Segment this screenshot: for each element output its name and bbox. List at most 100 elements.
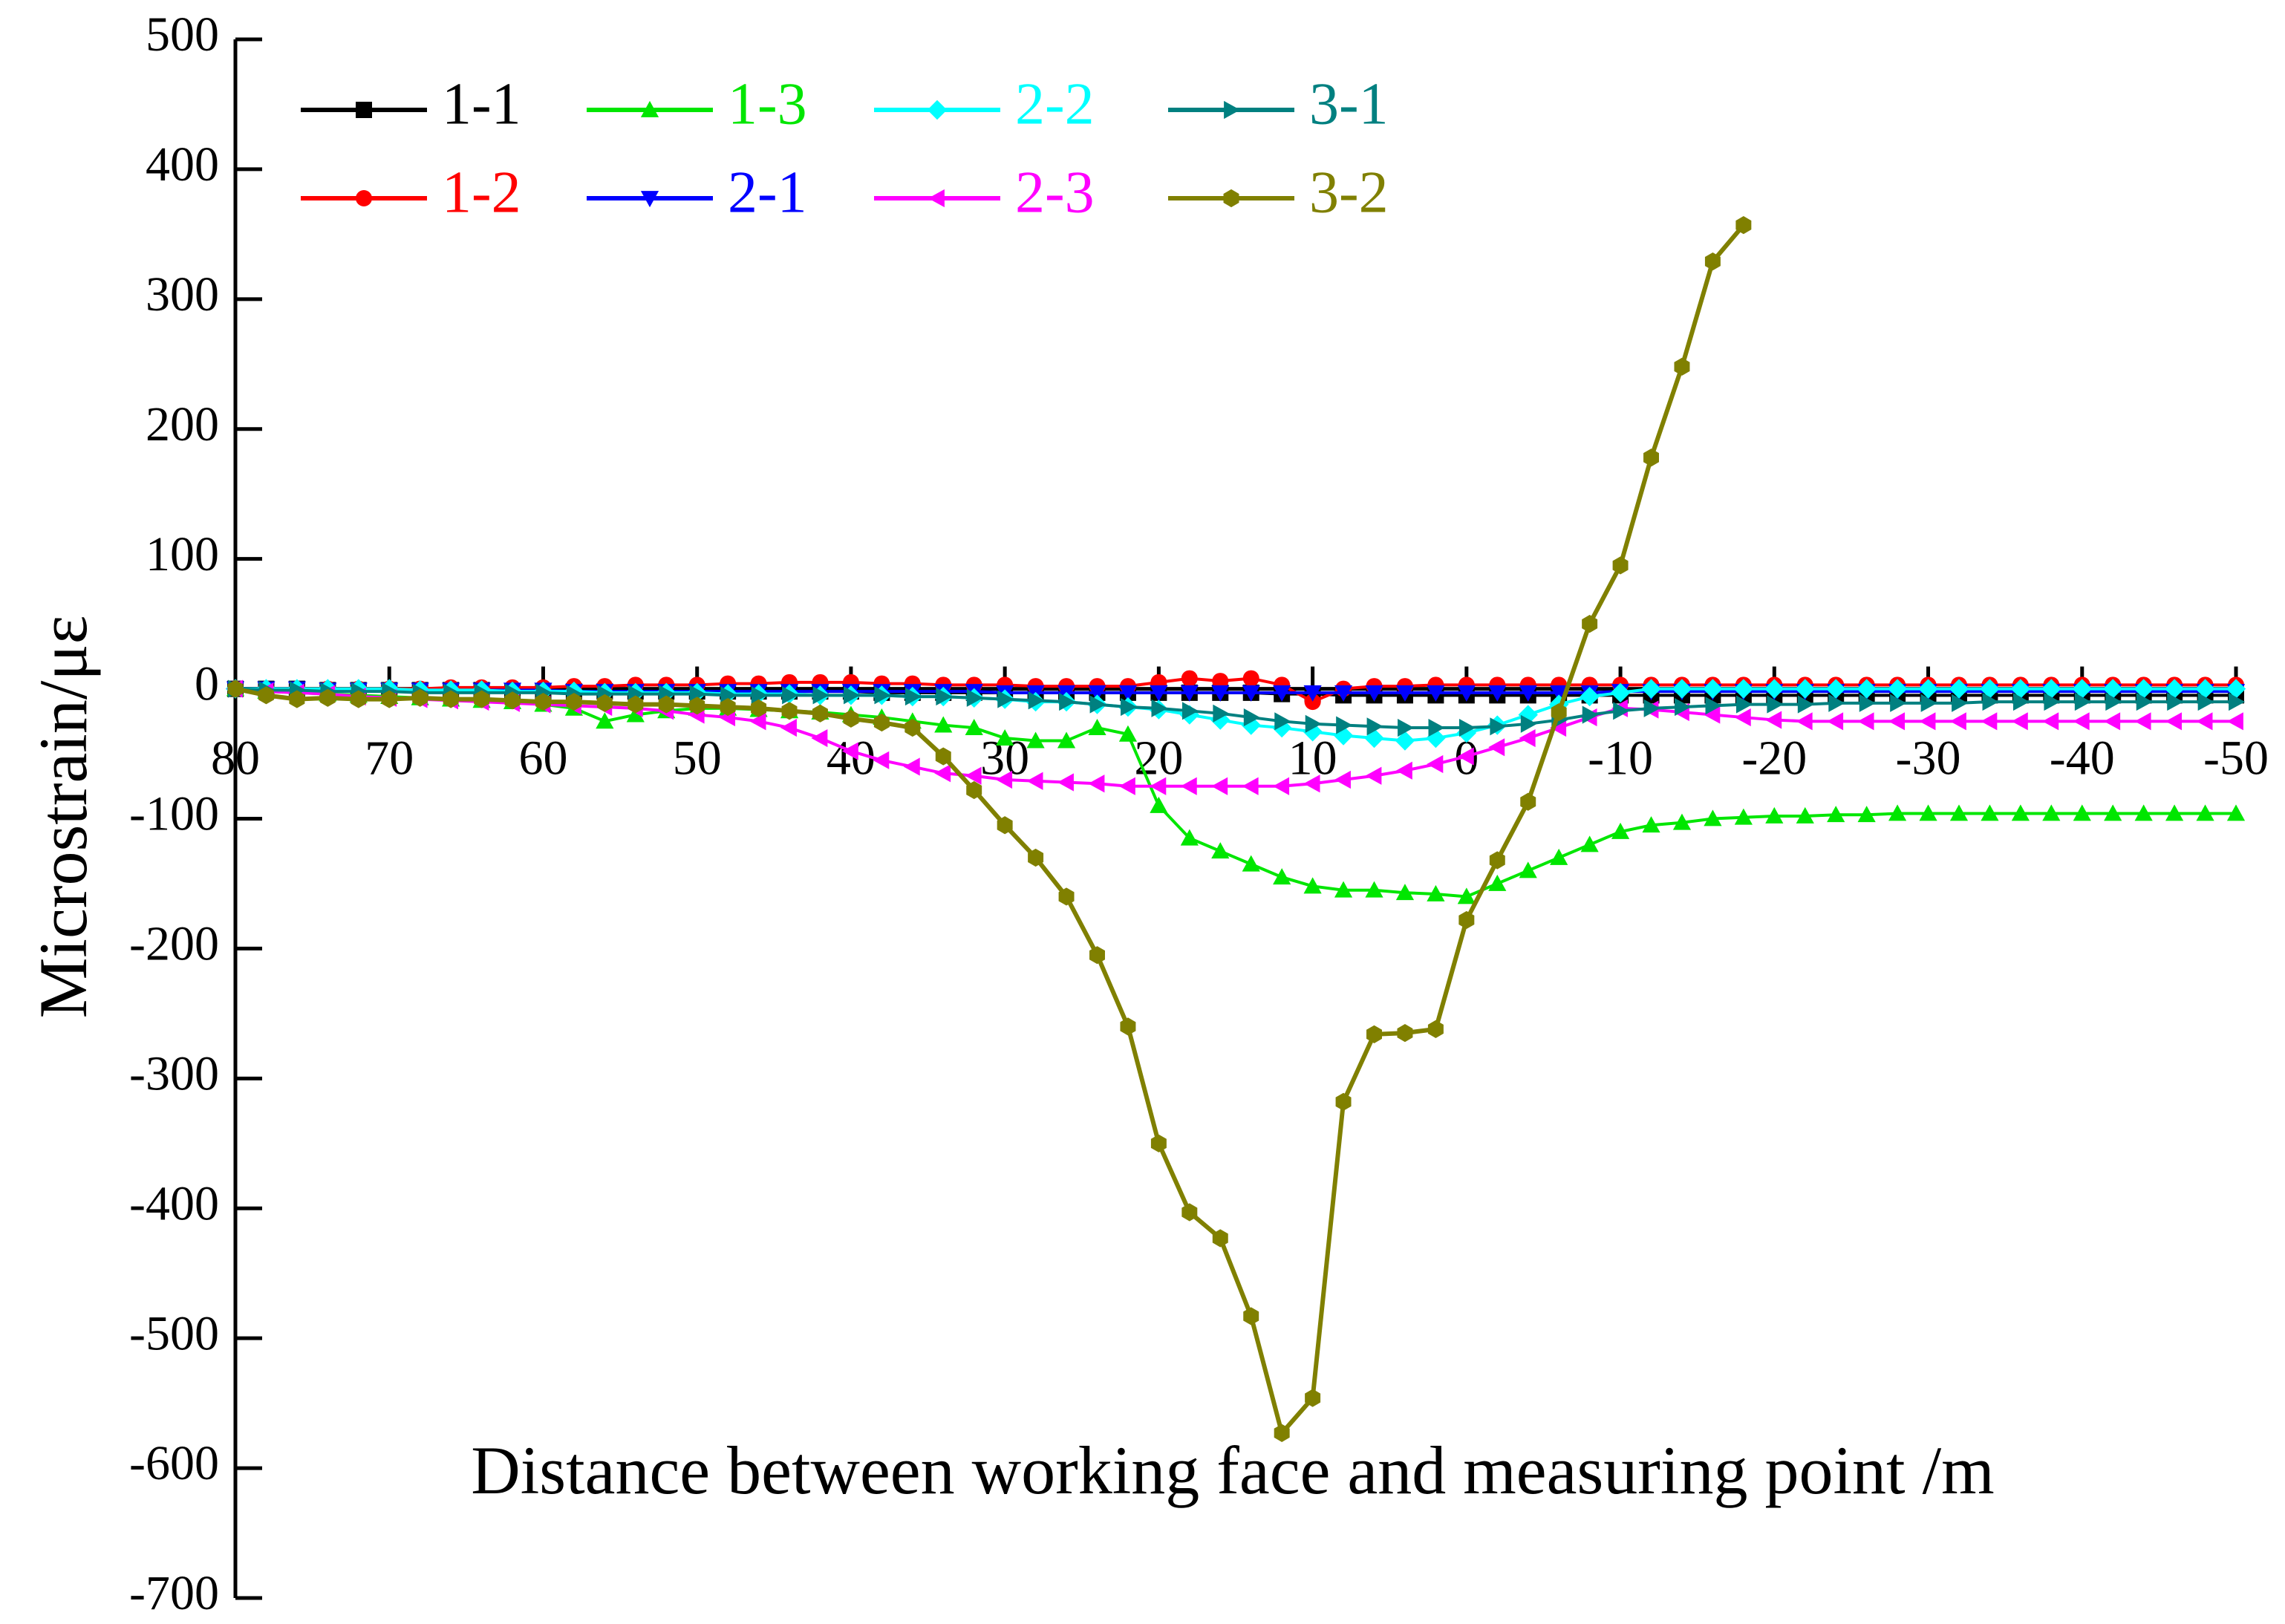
legend-label: 3-1	[1309, 71, 1389, 137]
marker	[1952, 694, 1969, 712]
marker	[227, 679, 244, 698]
marker	[1582, 615, 1598, 633]
marker	[1488, 738, 1505, 757]
marker	[1427, 884, 1445, 901]
marker	[844, 686, 861, 705]
marker	[873, 713, 890, 732]
marker	[1364, 728, 1384, 749]
marker	[1949, 679, 1969, 699]
marker	[1397, 1024, 1413, 1043]
marker	[2010, 679, 2031, 699]
marker	[1181, 1203, 1198, 1222]
marker	[1180, 829, 1199, 846]
marker	[1982, 692, 1999, 711]
marker	[1088, 718, 1106, 735]
marker	[2011, 712, 2028, 731]
marker	[2167, 692, 2184, 711]
marker	[1887, 679, 1908, 699]
marker	[1795, 679, 1815, 699]
marker	[628, 695, 644, 714]
legend-label: 1-1	[442, 71, 521, 137]
y-tick-label: -400	[129, 1176, 219, 1230]
marker	[1705, 697, 1722, 715]
marker	[566, 692, 582, 711]
marker	[1704, 252, 1721, 271]
y-tick-label: -700	[129, 1566, 219, 1620]
marker	[689, 685, 706, 703]
marker	[1703, 679, 1723, 699]
marker	[2011, 804, 2030, 821]
marker	[1211, 842, 1230, 859]
marker	[2103, 679, 2123, 699]
marker	[2042, 712, 2059, 731]
marker	[2073, 804, 2091, 821]
marker	[1458, 718, 1476, 737]
marker	[1672, 679, 1692, 699]
marker	[443, 690, 459, 708]
marker	[1888, 712, 1905, 731]
marker	[1488, 874, 1507, 891]
series-line	[235, 224, 1746, 1438]
legend-label: 2-2	[1015, 71, 1095, 137]
marker	[1457, 685, 1476, 702]
marker	[1213, 704, 1230, 723]
marker	[934, 764, 951, 783]
marker	[996, 728, 1014, 746]
marker	[1457, 887, 1476, 904]
marker	[1243, 708, 1260, 727]
marker	[997, 690, 1014, 708]
marker	[1028, 691, 1045, 710]
marker	[1426, 728, 1446, 749]
marker	[1828, 694, 1845, 712]
marker	[1733, 679, 1754, 699]
marker	[356, 102, 372, 118]
marker	[2073, 712, 2090, 731]
marker	[1797, 695, 1814, 714]
marker	[1888, 804, 1907, 821]
marker	[1890, 694, 1907, 712]
marker	[996, 770, 1013, 789]
marker	[1489, 851, 1505, 870]
marker	[2104, 804, 2122, 821]
x-tick-label: 70	[365, 731, 414, 786]
marker	[2226, 804, 2246, 821]
marker	[1767, 695, 1784, 714]
marker	[2134, 804, 2153, 821]
marker	[640, 100, 659, 117]
marker	[1151, 699, 1168, 717]
x-tick-label: 60	[518, 731, 567, 786]
marker	[1551, 702, 1567, 722]
marker	[1274, 1424, 1290, 1442]
marker	[1550, 848, 1568, 865]
marker	[1274, 712, 1291, 731]
marker	[1224, 100, 1241, 120]
marker	[626, 705, 645, 723]
marker	[1028, 848, 1044, 867]
marker	[1580, 835, 1599, 852]
y-tick-label: -200	[129, 917, 219, 971]
marker	[504, 691, 521, 710]
marker	[1518, 705, 1538, 725]
marker	[1612, 556, 1629, 575]
marker	[1827, 712, 1844, 731]
marker	[2041, 679, 2061, 699]
marker	[1704, 705, 1721, 724]
marker	[1089, 946, 1105, 965]
marker	[904, 687, 922, 706]
marker	[1210, 710, 1230, 730]
marker	[812, 686, 829, 705]
marker	[1366, 1025, 1382, 1043]
legend-label: 1-2	[442, 160, 521, 225]
marker	[997, 816, 1013, 835]
marker	[1427, 1020, 1444, 1038]
x-tick-label: 20	[1134, 731, 1183, 786]
marker	[1643, 699, 1660, 717]
marker	[1243, 1307, 1259, 1325]
marker	[1304, 694, 1321, 711]
y-tick-label: 200	[146, 397, 219, 451]
marker	[1242, 685, 1260, 702]
marker	[1181, 702, 1199, 720]
marker	[1211, 777, 1228, 795]
marker	[749, 712, 766, 731]
y-tick-label: -300	[129, 1046, 219, 1100]
